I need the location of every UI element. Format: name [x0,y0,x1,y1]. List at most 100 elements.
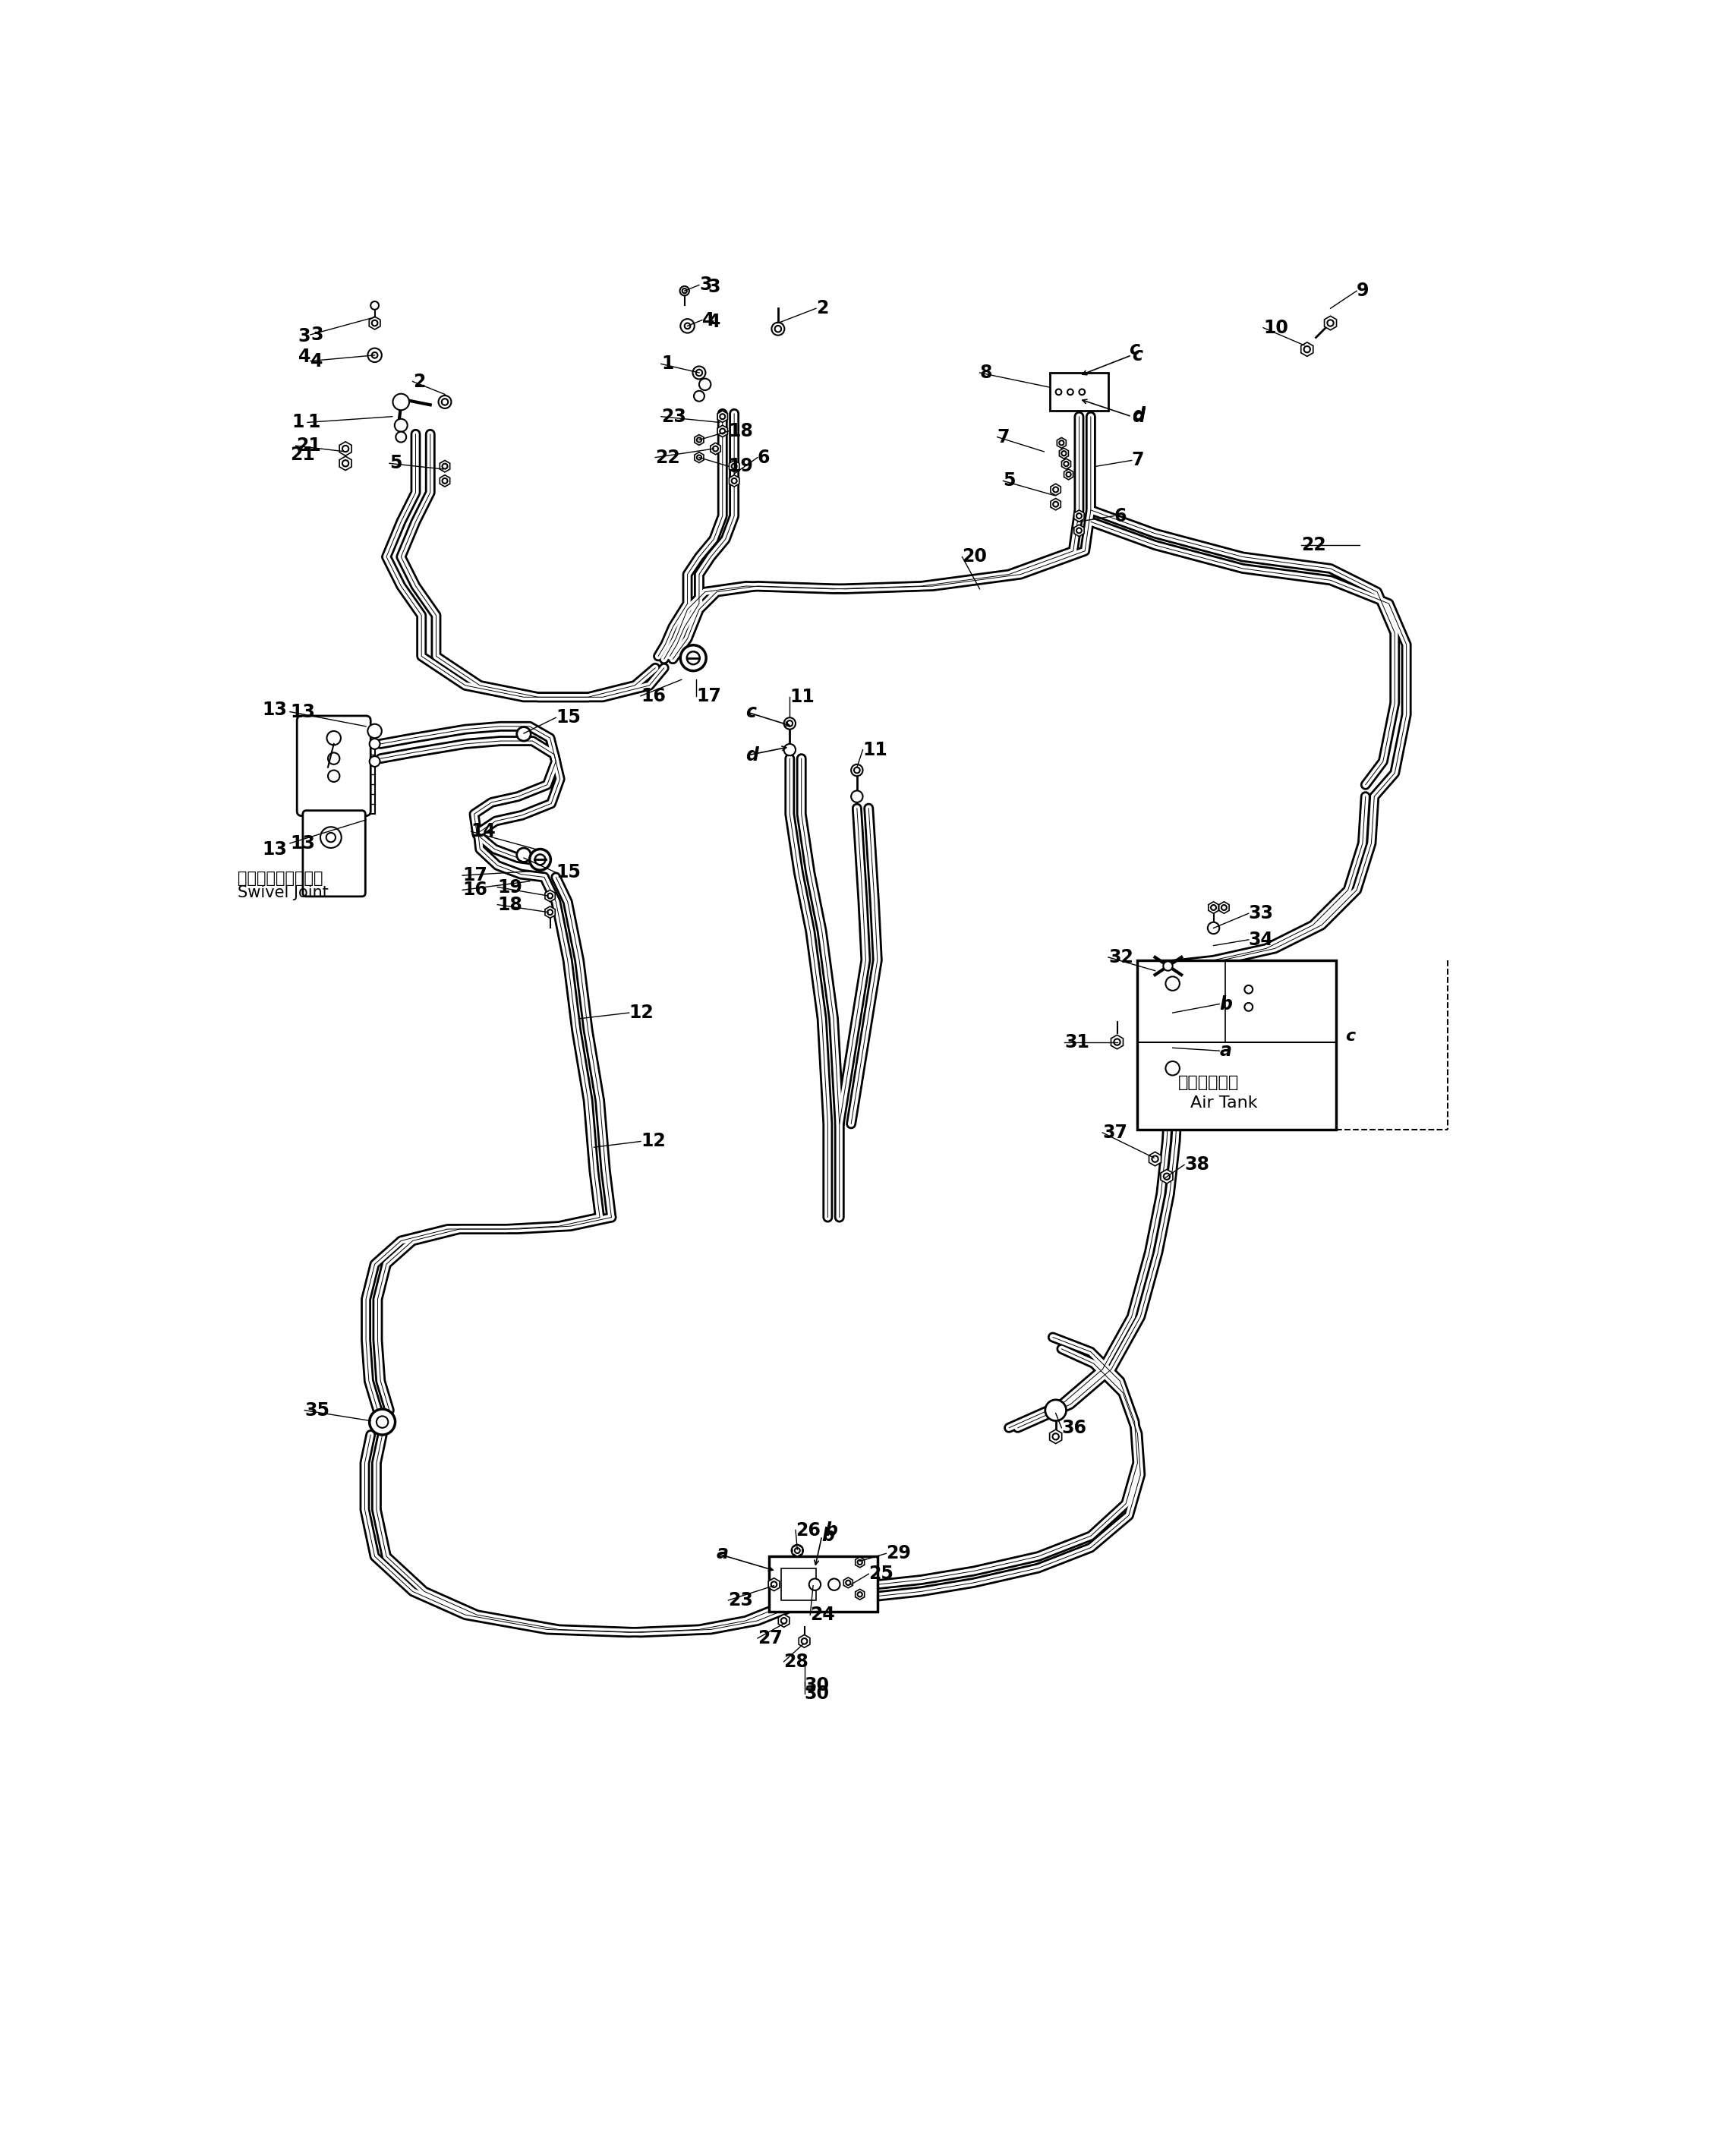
Bar [781,1567,815,1600]
Text: 1: 1 [660,356,674,373]
Circle shape [548,910,553,914]
Circle shape [1210,906,1215,910]
Text: 5: 5 [1003,472,1015,489]
Circle shape [693,367,705,379]
Circle shape [857,1591,862,1598]
Text: 31: 31 [1064,1033,1090,1052]
Polygon shape [769,1578,779,1591]
Text: 6: 6 [757,448,771,466]
Text: 27: 27 [757,1630,783,1647]
Circle shape [679,287,690,295]
Polygon shape [695,436,703,444]
Polygon shape [695,453,703,464]
Circle shape [1065,472,1071,476]
Text: d: d [746,746,759,765]
Text: 4: 4 [298,347,310,367]
Text: 3: 3 [310,326,322,343]
Text: 2: 2 [815,300,829,317]
Circle shape [1059,440,1064,446]
Circle shape [852,765,862,776]
Polygon shape [1324,317,1336,330]
Text: 21: 21 [297,438,321,455]
Text: 36: 36 [1062,1419,1086,1436]
Circle shape [326,832,336,843]
FancyBboxPatch shape [297,716,371,815]
Circle shape [852,791,862,802]
Text: 13: 13 [262,841,286,858]
Circle shape [328,731,341,746]
FancyBboxPatch shape [303,811,365,897]
Polygon shape [798,1634,810,1647]
Circle shape [517,727,531,742]
Text: 15: 15 [555,709,581,727]
Text: 4: 4 [709,313,721,332]
Text: 2: 2 [412,373,426,390]
Text: c: c [1345,1028,1355,1044]
Circle shape [772,323,784,336]
Bar [1050,373,1109,410]
Text: 6: 6 [1114,507,1127,526]
Circle shape [372,319,378,326]
Polygon shape [729,474,740,487]
Circle shape [328,752,340,765]
Polygon shape [1160,1169,1172,1184]
Polygon shape [1074,524,1084,537]
Text: 3: 3 [709,278,721,295]
Text: エアータンク: エアータンク [1179,1076,1240,1091]
Circle shape [683,289,686,293]
Circle shape [700,379,710,390]
Circle shape [517,847,531,862]
Text: 7: 7 [1131,451,1145,470]
Text: 17: 17 [462,867,488,884]
Circle shape [693,390,705,401]
Text: c: c [1129,341,1140,358]
Circle shape [443,479,448,483]
Circle shape [774,326,781,332]
Circle shape [367,347,381,362]
Polygon shape [1062,459,1071,470]
Circle shape [1303,347,1310,351]
Circle shape [1053,502,1059,507]
Circle shape [328,770,340,783]
Polygon shape [1057,438,1065,448]
Polygon shape [369,317,381,330]
Circle shape [1245,1003,1253,1011]
Polygon shape [717,410,728,423]
Circle shape [529,849,550,871]
Circle shape [1164,962,1172,970]
Text: 16: 16 [462,882,488,899]
Text: 24: 24 [810,1606,834,1623]
Text: 20: 20 [962,548,988,565]
Polygon shape [1148,1151,1162,1166]
Text: 22: 22 [1302,537,1326,554]
Circle shape [857,1561,862,1565]
Text: 30: 30 [805,1675,829,1695]
Text: 25: 25 [869,1565,893,1583]
Polygon shape [1110,1035,1122,1050]
Circle shape [548,893,553,899]
Circle shape [786,720,793,727]
Circle shape [686,651,700,664]
Text: b: b [824,1520,838,1539]
Polygon shape [729,461,740,472]
Polygon shape [440,461,450,472]
Circle shape [369,1410,395,1436]
Polygon shape [545,906,555,918]
Text: 21: 21 [290,446,315,464]
Text: Air Tank: Air Tank [1190,1095,1257,1110]
Circle shape [721,414,726,418]
Text: 13: 13 [290,703,315,720]
Circle shape [369,740,379,748]
Text: Swivel Joint: Swivel Joint [238,886,328,901]
Text: 13: 13 [262,701,286,720]
Circle shape [343,459,348,466]
Circle shape [802,1639,807,1645]
Circle shape [681,645,707,671]
Text: c: c [1131,347,1143,364]
Polygon shape [717,425,728,438]
Text: 5: 5 [390,455,402,472]
Text: 37: 37 [1102,1123,1127,1143]
Circle shape [1114,1039,1121,1046]
Polygon shape [545,890,555,901]
Circle shape [397,431,407,442]
